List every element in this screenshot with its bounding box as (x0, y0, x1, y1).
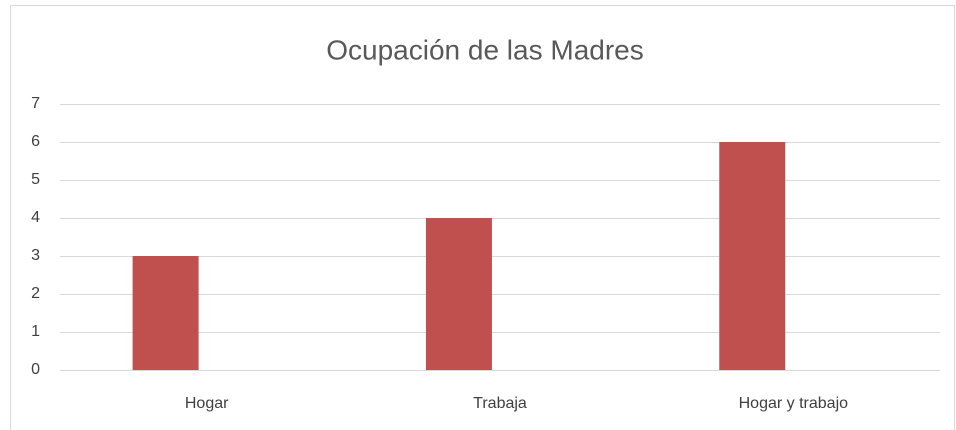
x-tick-label: Hogar (185, 395, 229, 412)
y-tick-label: 7 (31, 95, 40, 112)
y-tick-label: 1 (31, 323, 40, 340)
y-tick-label: 6 (31, 133, 40, 150)
x-tick-label: Hogar y trabajo (739, 395, 848, 412)
x-tick-label: Trabaja (473, 395, 527, 412)
y-tick-label: 0 (31, 361, 40, 378)
bar (719, 142, 786, 370)
y-tick-label: 4 (31, 209, 40, 226)
bar (425, 218, 492, 370)
bar (132, 256, 199, 370)
y-tick-label: 2 (31, 285, 40, 302)
y-tick-label: 3 (31, 247, 40, 264)
chart-title: Ocupación de las Madres (326, 34, 644, 65)
y-tick-label: 5 (31, 171, 40, 188)
